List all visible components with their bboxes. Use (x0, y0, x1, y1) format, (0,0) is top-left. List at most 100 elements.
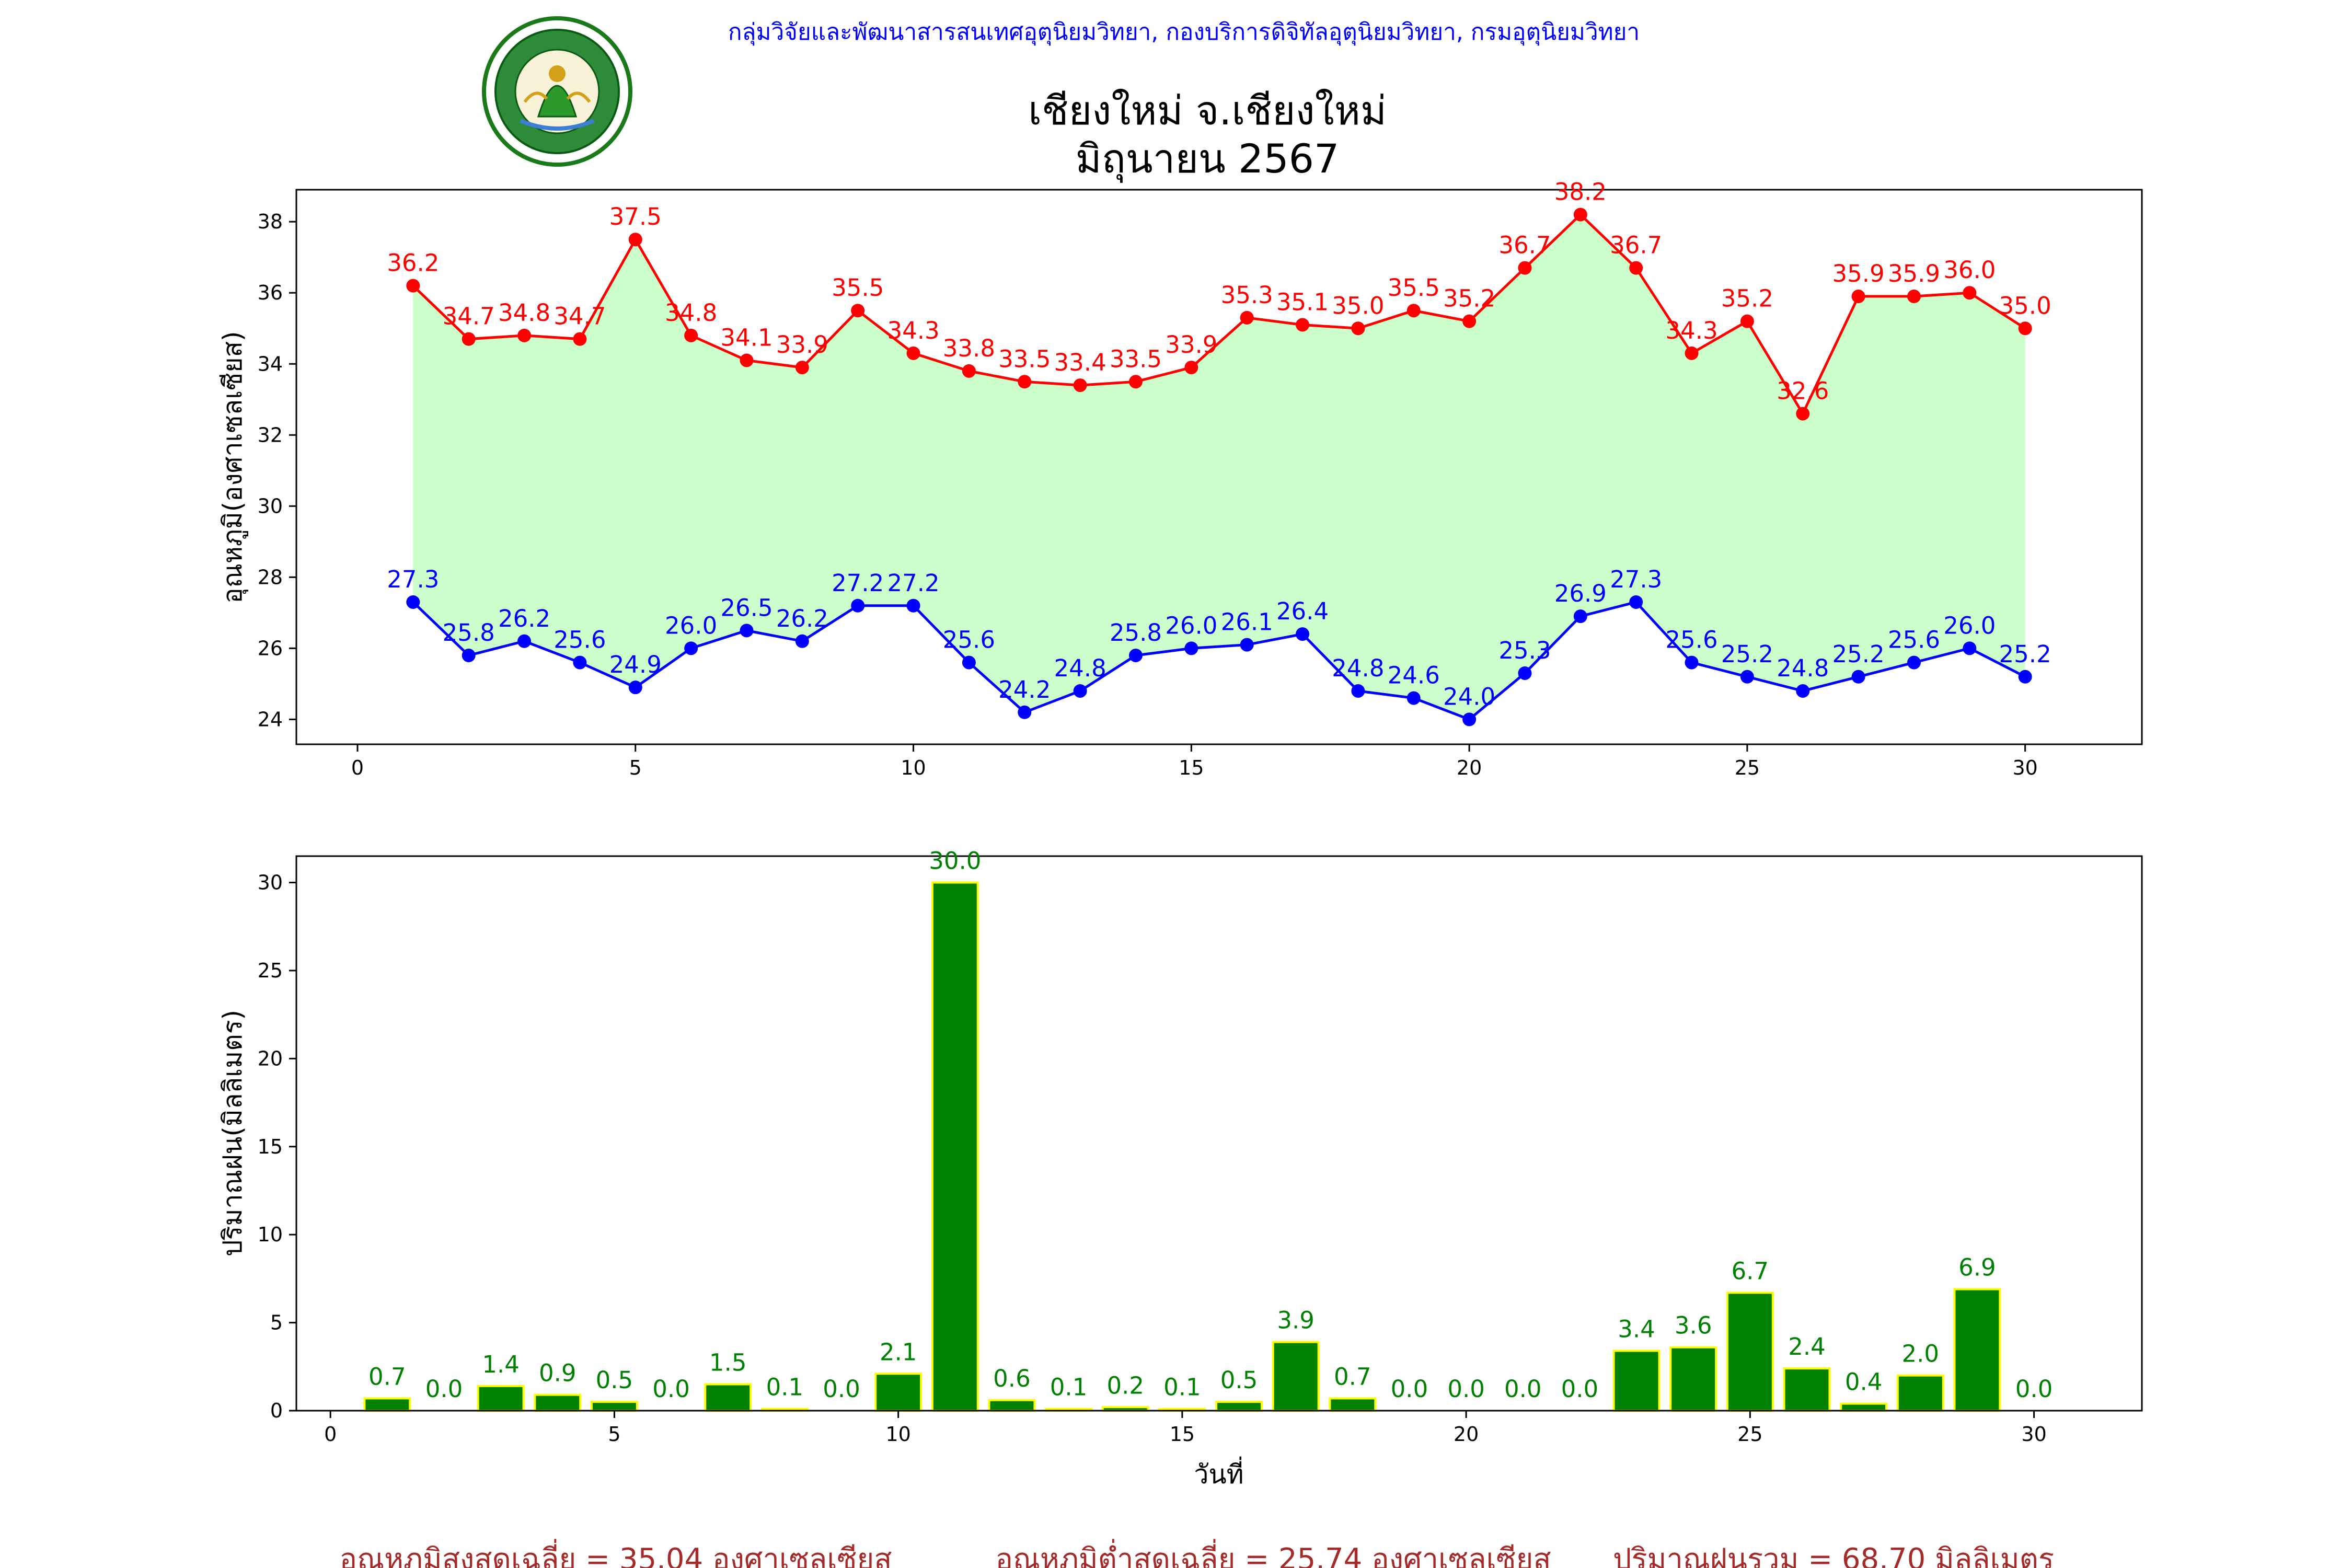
temperature-min-data-label: 24.9 (609, 651, 662, 678)
temperature-max-data-label: 34.8 (498, 299, 550, 327)
temperature-chart: 0 5 10 15 20 25 30 24 26 28 30 32 34 36 38 อุณหภูมิ(อ… (217, 178, 2143, 779)
temperature-min-point (1128, 648, 1143, 662)
temperature-min-data-label: 25.8 (1110, 619, 1162, 647)
summary-avg-max: อุณหภูมิสูงสุดเฉลี่ย = 35.04 องศาเซลเซีย… (339, 1539, 892, 1568)
temperature-max-data-label: 36.7 (1498, 232, 1551, 259)
temperature-max-point (1018, 375, 1032, 389)
temperature-max-data-label: 33.5 (998, 345, 1051, 373)
temperature-max-point (628, 233, 642, 247)
rainfall-bar (590, 1401, 638, 1412)
temperature-plot-frame (295, 189, 2143, 745)
rainfall-bar (1272, 1341, 1320, 1412)
temperature-min-data-label: 27.2 (832, 569, 884, 597)
rainfall-bar (1669, 1346, 1717, 1412)
temperature-max-point (1963, 286, 1977, 300)
temperature-min-data-label: 25.6 (554, 626, 606, 654)
rainfall-data-label: 0.5 (596, 1366, 633, 1394)
temperature-max-point (1685, 346, 1699, 360)
temperature-max-point (1128, 375, 1143, 389)
temperature-x-tick-label: 25 (1735, 756, 1760, 779)
rainfall-data-label: 0.1 (1050, 1374, 1088, 1401)
temperature-max-data-label: 33.9 (1165, 331, 1217, 359)
rainfall-data-label: 2.4 (1788, 1333, 1826, 1361)
rainfall-data-label: 0.0 (1504, 1375, 1542, 1403)
rainfall-y-tick-label: 5 (270, 1311, 283, 1334)
rainfall-data-label: 1.4 (482, 1351, 520, 1378)
temperature-min-data-label: 25.6 (1888, 626, 1940, 654)
temperature-max-data-label: 34.8 (665, 299, 717, 327)
rainfall-x-axis-label: วันที่ (1194, 1457, 1243, 1490)
temperature-max-point (962, 364, 976, 378)
temperature-max-data-label: 34.7 (443, 303, 495, 330)
rainfall-data-label: 6.9 (1958, 1254, 1996, 1282)
temperature-min-point (684, 641, 698, 655)
temperature-min-line (412, 601, 2026, 721)
summary-total-rain: ปริมาณฝนรวม = 68.70 มิลลิเมตร (1613, 1542, 2054, 1568)
rainfall-data-label: 0.0 (1391, 1375, 1428, 1403)
temperature-min-data-label: 24.8 (1054, 654, 1106, 682)
rainfall-data-label: 0.2 (1106, 1371, 1144, 1399)
rainfall-data-label: 0.0 (1561, 1375, 1599, 1403)
rainfall-y-tick-label: 0 (270, 1399, 283, 1422)
rainfall-x-tick-label: 5 (608, 1423, 620, 1446)
rainfall-bar (477, 1385, 525, 1412)
temperature-max-point (1462, 314, 1477, 328)
rainfall-bar (1726, 1292, 1774, 1412)
temperature-min-data-label: 26.4 (1276, 597, 1329, 625)
temperature-min-data-label: 26.5 (720, 594, 773, 621)
temperature-max-data-label: 38.2 (1554, 178, 1607, 206)
temperature-max-data-label: 36.0 (1943, 256, 1996, 284)
temperature-y-tick-label: 26 (258, 637, 283, 660)
temperature-max-point (851, 304, 865, 318)
temperature-min-data-label: 24.2 (998, 676, 1051, 704)
temperature-max-point (1796, 407, 1810, 421)
temperature-min-point (1629, 595, 1643, 609)
temperature-y-tick-label: 36 (258, 281, 283, 304)
rainfall-bar (1840, 1402, 1888, 1412)
temperature-max-data-label: 35.0 (1332, 292, 1384, 319)
temperature-max-point (573, 332, 587, 346)
temperature-min-data-label: 24.8 (1332, 654, 1384, 682)
rainfall-bar (704, 1383, 752, 1412)
temperature-min-point (1406, 691, 1421, 705)
rainfall-data-label: 2.0 (1901, 1340, 1939, 1368)
rainfall-data-label: 1.5 (709, 1348, 747, 1376)
rainfall-data-label: 3.4 (1618, 1315, 1655, 1343)
rainfall-x-tick-label: 0 (324, 1423, 337, 1446)
rainfall-plot-frame (295, 855, 2143, 1412)
temperature-max-point (1629, 261, 1643, 275)
temperature-max-data-label: 35.2 (1443, 285, 1495, 313)
temperature-max-point (684, 328, 698, 342)
temperature-min-point (1685, 655, 1699, 670)
temperature-max-data-label: 35.2 (1721, 285, 1773, 313)
temperature-max-point (1740, 314, 1754, 328)
temperature-min-point (1740, 670, 1754, 684)
temperature-min-point (573, 655, 587, 670)
temperature-y-tick-label: 34 (258, 352, 283, 375)
rainfall-data-label: 0.7 (368, 1363, 406, 1390)
rainfall-data-label: 0.0 (2015, 1375, 2053, 1403)
temperature-max-point (462, 332, 476, 346)
rainfall-data-label: 0.0 (652, 1375, 690, 1403)
temperature-min-data-label: 27.2 (887, 569, 939, 597)
temperature-min-point (1796, 684, 1810, 698)
rainfall-bar (1329, 1397, 1377, 1412)
summary-avg-min: อุณหภูมิต่ำสุดเฉลี่ย = 25.74 องศาเซลเซีย… (995, 1539, 1551, 1568)
temperature-max-data-label: 35.5 (832, 274, 884, 302)
rainfall-data-label: 0.6 (993, 1365, 1031, 1392)
temperature-max-point (517, 328, 532, 342)
temperature-x-tick-label: 0 (351, 756, 364, 779)
temperature-min-point (1462, 712, 1477, 727)
rainfall-y-axis: 0 5 10 15 20 25 30 (258, 871, 296, 1422)
rainfall-data-label: 30.0 (929, 847, 981, 875)
rainfall-bar (1215, 1401, 1263, 1412)
temperature-x-axis: 0 5 10 15 20 25 30 (351, 744, 2038, 779)
temperature-min-point (1184, 641, 1198, 655)
temperature-min-data-label: 26.2 (776, 605, 828, 632)
temperature-min-data-label: 24.6 (1388, 662, 1440, 689)
temperature-x-tick-label: 30 (2012, 756, 2037, 779)
temperature-min-point (906, 598, 920, 613)
rainfall-x-tick-label: 10 (885, 1423, 910, 1446)
temperature-y-tick-label: 30 (258, 494, 283, 517)
